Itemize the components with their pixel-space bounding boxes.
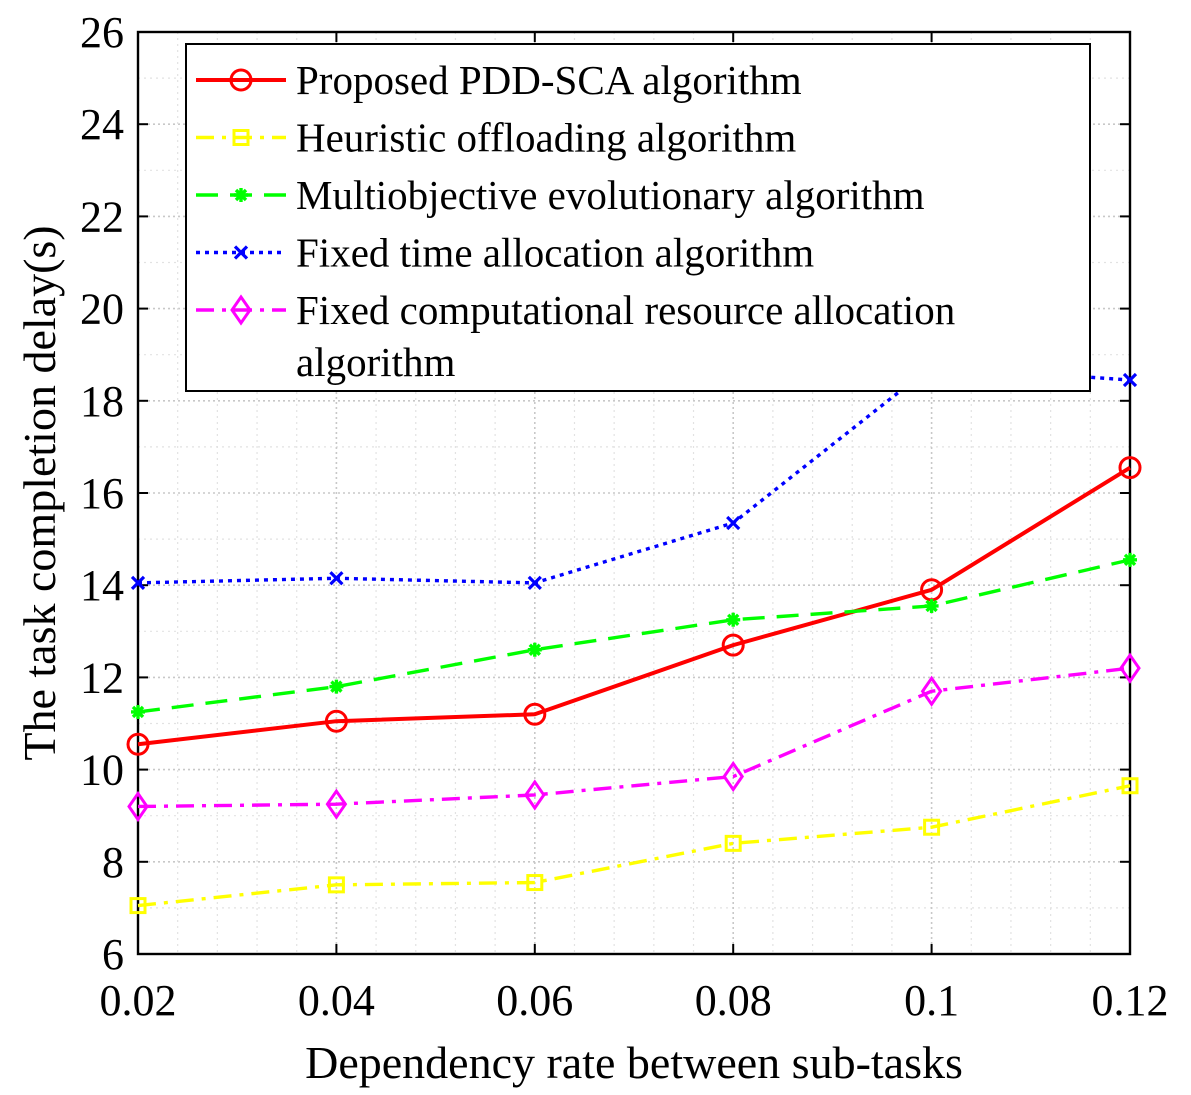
x-axis-label: Dependency rate between sub-tasks (305, 1037, 963, 1088)
data-point (523, 702, 547, 726)
data-point (923, 818, 941, 836)
legend-marker (234, 188, 248, 202)
y-tick-label: 12 (80, 653, 124, 702)
data-point (1119, 652, 1141, 684)
data-point (527, 575, 542, 591)
legend-item: Proposed PDD-SCA algorithm (196, 57, 802, 103)
y-tick-label: 16 (80, 469, 124, 518)
legend-label: Fixed time allocation algorithm (296, 230, 814, 276)
legend-item: Fixed computational resource allocation a… (196, 287, 955, 385)
legend-marker (229, 68, 253, 92)
y-tick-label: 24 (80, 100, 124, 149)
series-line (137, 364, 1131, 585)
series-line (137, 558, 1131, 714)
data-point (920, 675, 943, 707)
data-point (924, 598, 939, 613)
data-point (129, 897, 147, 915)
series-1 (126, 456, 1142, 756)
data-point (726, 515, 741, 531)
legend-item: Fixed time allocation algorithm (196, 230, 814, 276)
data-point (526, 874, 544, 892)
y-tick-label: 26 (80, 8, 124, 57)
data-point (1123, 552, 1137, 567)
data-point (329, 571, 344, 586)
data-point (523, 779, 546, 811)
x-tick-label: 0.04 (298, 976, 375, 1025)
data-point (126, 732, 150, 756)
data-point (721, 633, 745, 657)
legend: Proposed PDD-SCA algorithm Heuristic offl… (185, 43, 1091, 392)
series-2 (129, 777, 1139, 915)
x-tick-label: 0.06 (496, 976, 573, 1025)
data-point (131, 704, 145, 719)
data-point (130, 575, 146, 591)
y-tick-label: 10 (80, 746, 124, 795)
y-tick-label: 18 (80, 377, 124, 426)
data-point (327, 876, 345, 894)
data-point (726, 612, 741, 627)
data-point (1118, 456, 1142, 480)
series-line (137, 465, 1132, 747)
y-tick-label: 6 (102, 930, 124, 979)
legend-marker (230, 294, 252, 326)
ticks (137, 31, 1131, 955)
series-3 (131, 552, 1137, 719)
legend-label: Fixed computational resource allocation (296, 287, 955, 333)
x-tick-label: 0.08 (695, 976, 772, 1025)
legend-box (185, 43, 1091, 392)
x-tick-label: 0.02 (100, 976, 177, 1025)
data-point (1121, 777, 1139, 795)
y-axis-label: The task completion delay(s) (14, 225, 65, 760)
data-point (329, 679, 344, 694)
legend-label: Heuristic offloading algorithm (296, 115, 796, 161)
y-tick-label: 22 (80, 192, 124, 241)
y-tick-label: 8 (102, 838, 124, 887)
data-point (1122, 372, 1138, 388)
data-point (324, 709, 348, 733)
legend-label: Proposed PDD-SCA algorithm (296, 57, 802, 103)
data-point (722, 760, 745, 793)
data-point (724, 834, 742, 852)
y-tick-label: 14 (80, 561, 124, 610)
legend-marker (233, 245, 249, 260)
x-tick-label: 0.1 (904, 976, 959, 1025)
series-line (137, 784, 1131, 908)
data-point (325, 788, 348, 820)
data-point (527, 642, 542, 657)
legend-item: Heuristic offloading algorithm (196, 115, 796, 161)
legend-label: algorithm (296, 339, 456, 385)
legend-marker (232, 129, 250, 146)
data-point (127, 790, 149, 823)
legend-item: Multiobjective evolutionary algorithm (196, 172, 925, 218)
series-line (137, 666, 1131, 809)
y-tick-label: 20 (80, 285, 124, 334)
series-5 (127, 652, 1141, 823)
x-tick-label: 0.12 (1092, 976, 1169, 1025)
legend-label: Multiobjective evolutionary algorithm (296, 172, 925, 218)
